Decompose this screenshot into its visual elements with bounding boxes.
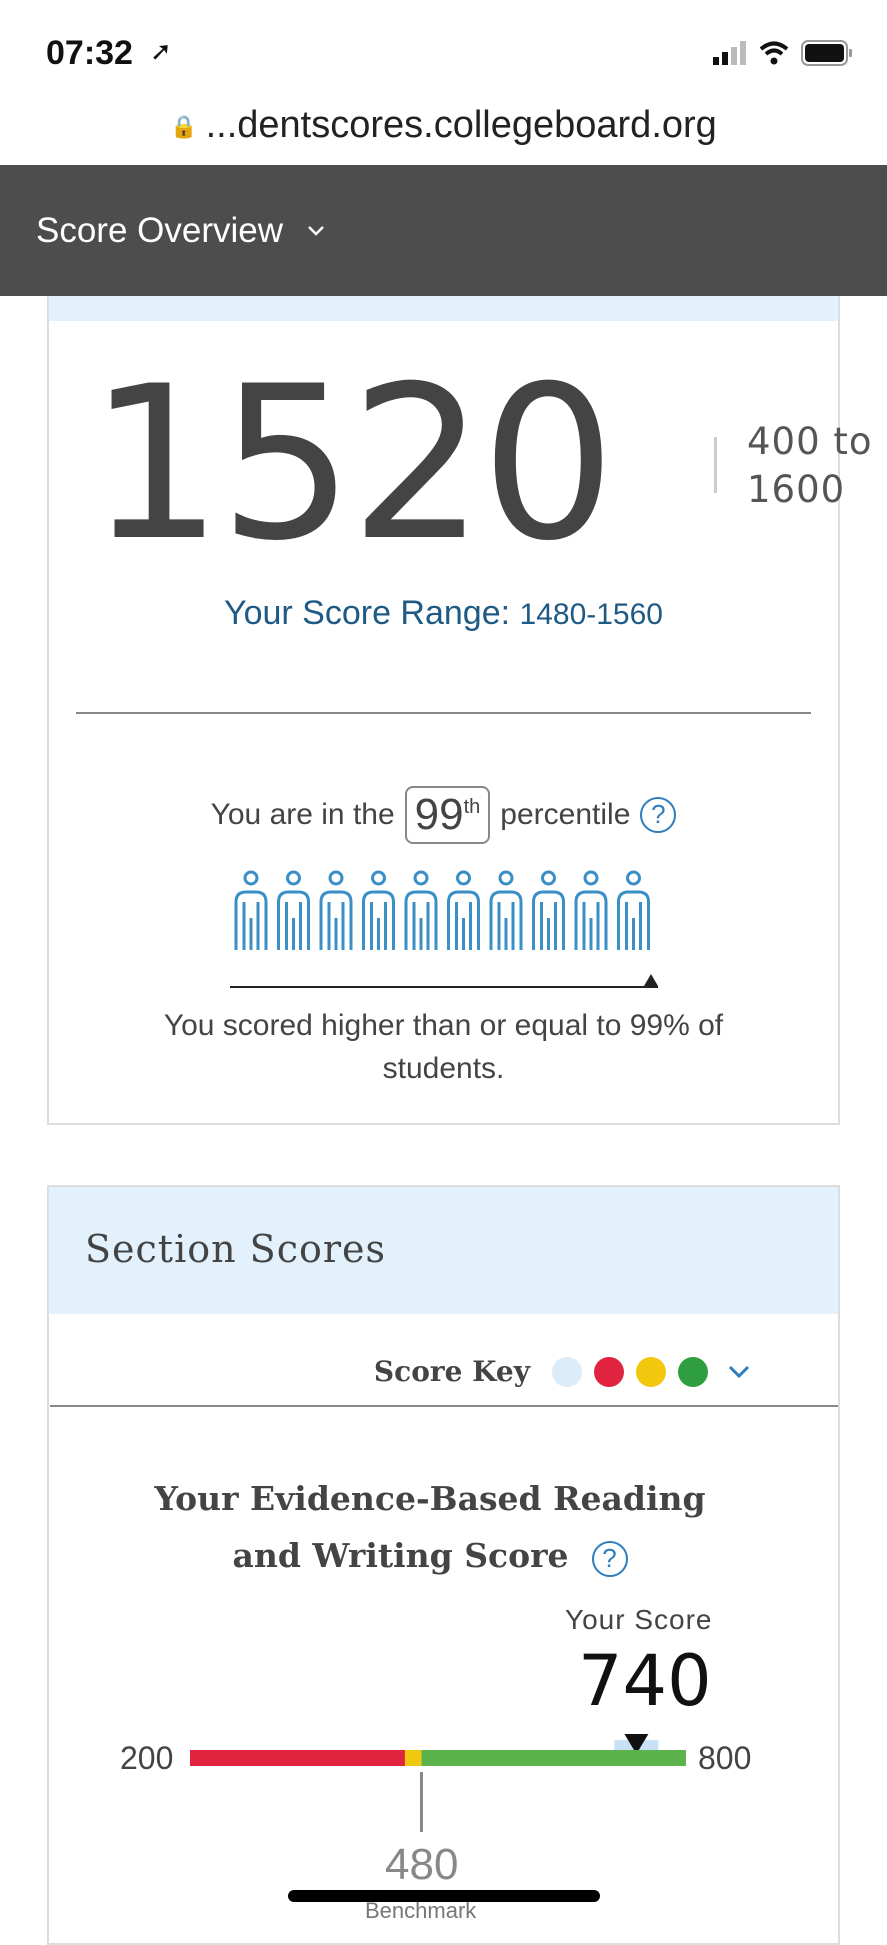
person-icon xyxy=(617,870,650,950)
help-icon[interactable]: ? xyxy=(591,1541,628,1577)
address-bar[interactable]: 🔒 ...dentscores.collegeboard.org xyxy=(0,104,887,147)
scale-line1: 400 to xyxy=(747,420,873,463)
your-score-label: Your Score xyxy=(565,1604,713,1635)
percentile-line xyxy=(230,986,658,988)
person-icon xyxy=(532,870,565,950)
scale-line2: 1600 xyxy=(747,468,846,511)
your-score-value: 740 xyxy=(578,1640,712,1722)
score-scale: 400 to 1600 xyxy=(747,418,873,514)
scale-min: 200 xyxy=(120,1740,174,1776)
url-text: ...dentscores.collegeboard.org xyxy=(205,104,717,146)
percentile-marker xyxy=(644,974,658,986)
status-time: 07:32 xyxy=(46,34,133,72)
signal-icon xyxy=(713,41,746,65)
people-graphic xyxy=(234,870,650,950)
divider xyxy=(50,1405,838,1407)
person-icon xyxy=(277,870,310,950)
percentile-row: You are in the 99th percentile ? xyxy=(0,786,887,844)
home-indicator[interactable] xyxy=(288,1890,600,1902)
score-range-label: Your Score Range: xyxy=(224,594,511,632)
key-dot-yellow xyxy=(636,1356,666,1387)
score-marker xyxy=(624,1734,649,1754)
help-icon[interactable]: ? xyxy=(640,797,677,833)
score-range-value: 1480-1560 xyxy=(519,598,663,631)
section-scores-card: Section Scores xyxy=(47,1185,840,1945)
section-scores-header: Section Scores xyxy=(49,1187,838,1314)
battery-icon xyxy=(801,40,852,66)
location-arrow-icon: ➚ xyxy=(150,36,172,66)
section-title: Your Evidence-Based Reading and Writing … xyxy=(80,1470,780,1584)
bar-segment xyxy=(190,1750,405,1766)
person-icon xyxy=(234,870,268,950)
key-dot-blue xyxy=(552,1356,582,1387)
score-key[interactable]: Score Key xyxy=(0,1355,790,1388)
key-dot-red xyxy=(594,1356,624,1387)
bar-segment xyxy=(421,1750,686,1766)
status-icons xyxy=(713,40,853,66)
benchmark-label: Benchmark xyxy=(365,1898,477,1923)
percentile-badge: 99th xyxy=(404,786,491,844)
person-icon xyxy=(319,870,353,950)
section-title-line1: Your Evidence-Based Reading xyxy=(154,1479,706,1518)
percentile-summary: You scored higher than or equal to 99% o… xyxy=(163,1009,724,1085)
chevron-down-icon[interactable] xyxy=(728,1365,750,1379)
person-icon xyxy=(362,870,395,950)
section-title-line2: and Writing Score xyxy=(232,1536,569,1575)
score-key-label: Score Key xyxy=(373,1355,530,1388)
score-bar xyxy=(190,1734,686,1832)
percentile-suffix: percentile xyxy=(500,798,631,831)
bar-segment xyxy=(404,1750,422,1766)
person-icon xyxy=(574,870,608,950)
person-icon xyxy=(404,870,438,950)
score-separator xyxy=(714,437,717,493)
lock-icon: 🔒 xyxy=(170,113,198,139)
wifi-icon xyxy=(759,41,789,65)
nav-title: Score Overview xyxy=(36,210,284,250)
person-icon xyxy=(447,870,480,950)
percentile-value: 99 xyxy=(414,790,464,839)
percentile-ordinal: th xyxy=(463,796,481,818)
divider xyxy=(76,712,811,714)
scale-max: 800 xyxy=(698,1740,752,1776)
chevron-down-icon xyxy=(308,225,324,236)
key-dot-green xyxy=(678,1356,708,1387)
score-overview-dropdown[interactable]: Score Overview xyxy=(0,165,887,296)
percentile-prefix: You are in the xyxy=(210,798,395,831)
benchmark-value: 480 xyxy=(385,1840,459,1889)
person-icon xyxy=(489,870,523,950)
score-range: Your Score Range: 1480-1560 xyxy=(0,594,887,633)
total-score: 1520 xyxy=(88,340,616,587)
